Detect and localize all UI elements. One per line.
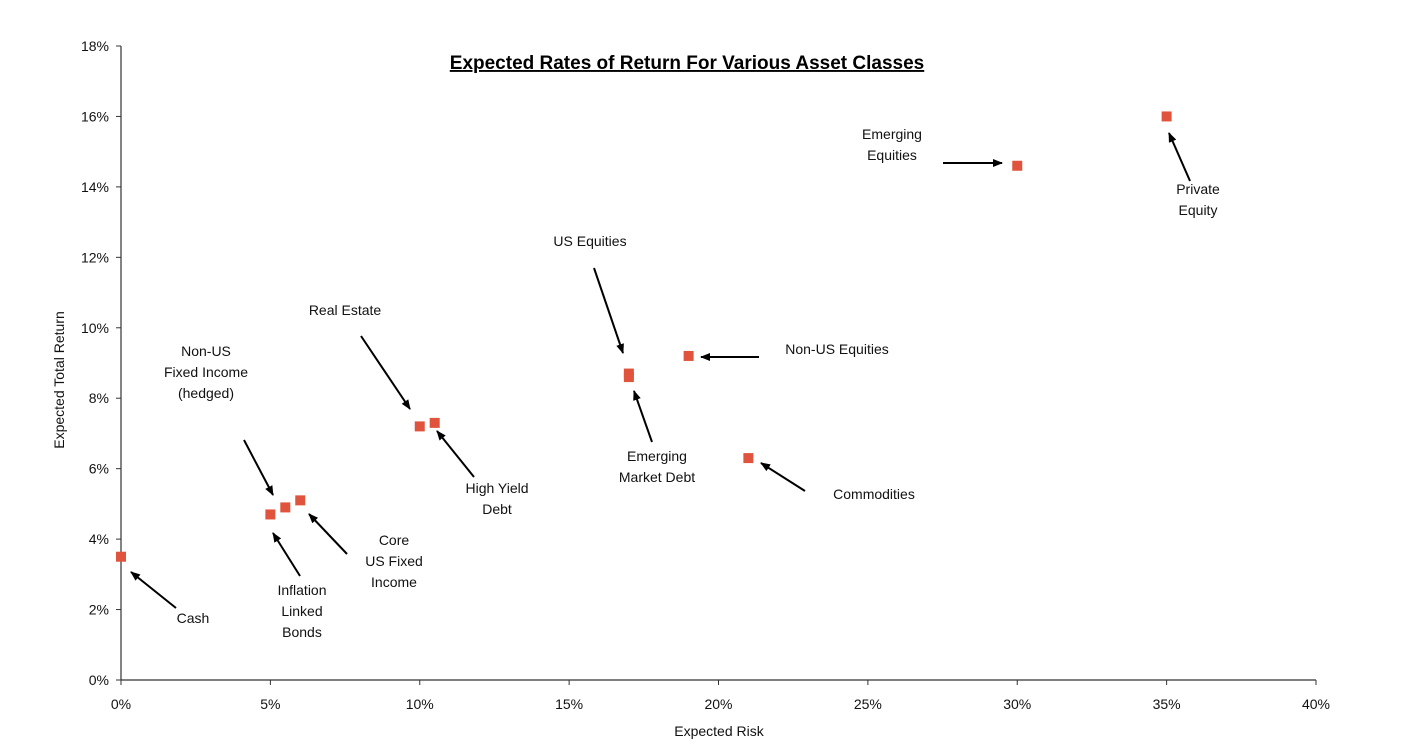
y-axis-title: Expected Total Return: [51, 311, 67, 449]
y-tick-label: 10%: [81, 320, 109, 336]
point-annotation-label: Cash: [177, 610, 210, 626]
point-annotation-label: Non-US Equities: [785, 341, 889, 357]
y-tick-label: 8%: [89, 390, 109, 406]
x-tick-label: 30%: [1003, 696, 1031, 712]
data-point: [265, 509, 276, 520]
point-annotation-label: US Equities: [553, 233, 626, 249]
point-annotation-label: Real Estate: [309, 302, 382, 318]
y-tick-label: 16%: [81, 108, 109, 124]
x-tick-label: 0%: [111, 696, 131, 712]
y-tick-label: 6%: [89, 461, 109, 477]
data-point: [623, 372, 634, 383]
data-point: [429, 417, 440, 428]
data-point: [683, 350, 694, 361]
point-annotation-label: Emerging Equities: [862, 126, 922, 163]
data-point: [295, 495, 306, 506]
point-annotation-label: Core US Fixed Income: [365, 532, 423, 590]
data-point: [280, 502, 291, 513]
x-tick-label: 10%: [406, 696, 434, 712]
point-annotation-label: Non-US Fixed Income (hedged): [164, 343, 248, 401]
y-tick-label: 12%: [81, 249, 109, 265]
y-tick-label: 0%: [89, 672, 109, 688]
axes: 0% 2% 4% 6% 8% 10% 12% 14% 16% 18% 0% 5% 10% 15% 20% 25…: [81, 38, 1330, 712]
x-tick-label: 25%: [854, 696, 882, 712]
annotation-arrow: [360, 335, 411, 410]
point-annotation-label: Emerging Market Debt: [619, 448, 695, 485]
x-tick-label: 15%: [555, 696, 583, 712]
annotation-arrow: [308, 513, 348, 555]
x-tick-label: 35%: [1153, 696, 1181, 712]
point-annotation-label: High Yield Debt: [465, 480, 528, 517]
annotation-arrow: [760, 462, 806, 492]
y-tick-label: 4%: [89, 531, 109, 547]
data-point: [1161, 111, 1172, 122]
y-tick-label: 18%: [81, 38, 109, 54]
annotation-arrow: [1168, 132, 1191, 182]
x-tick-label: 40%: [1302, 696, 1330, 712]
x-tick-label: 20%: [704, 696, 732, 712]
chart-title: Expected Rates of Return For Various Ass…: [450, 53, 924, 74]
point-annotation-label: Private Equity: [1176, 181, 1220, 218]
data-point: [414, 421, 425, 432]
data-point: [743, 453, 754, 464]
data-point: [116, 551, 126, 562]
x-axis-title: Expected Risk: [674, 723, 764, 739]
annotation-arrow: [130, 571, 177, 609]
y-tick-label: 2%: [89, 602, 109, 618]
y-tick-label: 14%: [81, 179, 109, 195]
x-tick-label: 5%: [260, 696, 280, 712]
annotations: Cash Inflation Linked Bonds Core US Fixed Inco…: [130, 126, 1220, 640]
point-annotation-label: Inflation Linked Bonds: [277, 582, 326, 640]
point-annotation-label: Commodities: [833, 486, 915, 502]
annotation-arrow: [243, 439, 274, 496]
annotation-arrow: [436, 430, 475, 478]
annotation-arrow: [593, 267, 624, 354]
data-points: [116, 111, 1172, 562]
annotation-arrow: [633, 390, 653, 443]
annotation-arrow: [272, 532, 301, 577]
data-point: [1012, 160, 1023, 171]
